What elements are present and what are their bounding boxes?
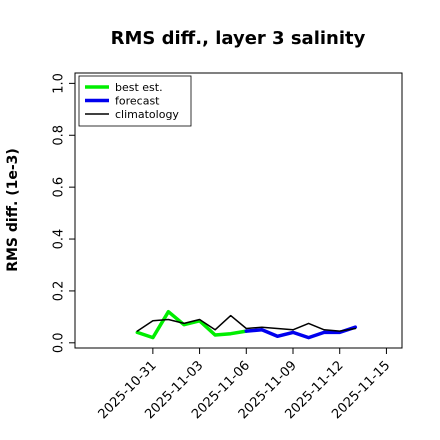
y-tick-label: 0.0	[52, 332, 67, 353]
y-axis-label: RMS diff. (1e-3)	[5, 148, 21, 272]
x-axis: 2025-10-312025-11-032025-11-062025-11-09…	[96, 348, 393, 422]
y-tick-label: 1.0	[52, 73, 67, 94]
plot-frame	[74, 72, 403, 349]
series-line-3	[136, 314, 357, 332]
legend-label: climatology	[115, 108, 179, 121]
chart-title: RMS diff., layer 3 salinity	[111, 28, 366, 49]
legend-label: best est.	[115, 81, 163, 94]
y-tick-label: 0.4	[52, 229, 67, 250]
series-layer	[135, 309, 358, 340]
y-tick-label: 0.2	[52, 281, 67, 302]
series-line-1	[135, 309, 249, 340]
series-line-2	[244, 325, 358, 340]
y-tick-label: 0.6	[52, 177, 67, 198]
y-axis: 0.0 0.2 0.4 0.6 0.8 1.0	[52, 73, 75, 353]
y-tick-label: 0.8	[52, 125, 67, 146]
legend-label: forecast	[115, 95, 160, 108]
